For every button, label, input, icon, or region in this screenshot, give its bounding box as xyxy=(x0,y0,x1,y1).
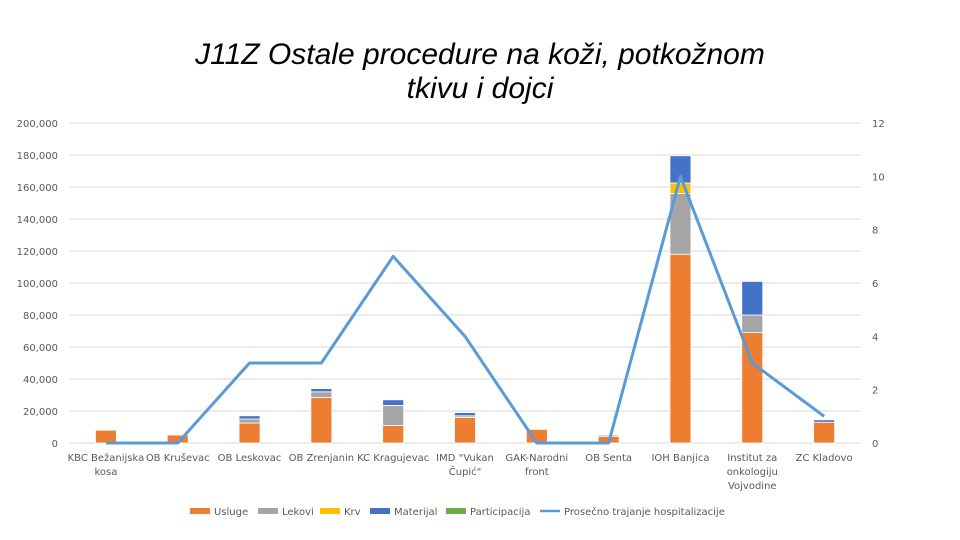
y2-tick-label: 0 xyxy=(872,439,878,450)
bar-segment-usluge xyxy=(813,421,835,444)
chart-title-line-2: tkivu i dojci xyxy=(406,72,554,105)
legend-label: Prosečno trajanje hospitalizacije xyxy=(564,506,725,518)
y-tick-label: 80,000 xyxy=(23,311,58,322)
y-tick-label: 200,000 xyxy=(17,119,58,130)
category-label: GAK-Narodni front xyxy=(505,453,568,478)
y-tick-label: 40,000 xyxy=(23,375,58,386)
y-tick-label: 60,000 xyxy=(23,343,58,354)
legend-label: Usluge xyxy=(214,507,248,518)
category-label: IOH Banjica xyxy=(651,453,709,464)
y2-tick-label: 6 xyxy=(872,279,878,290)
chart-title: J11Z Ostale procedure na koži, potkožnom… xyxy=(130,38,830,106)
category-label: OB Senta xyxy=(585,453,632,464)
category-label: OB Kruševac xyxy=(146,452,210,464)
y-tick-label: 20,000 xyxy=(23,407,58,418)
category-label: ZC Kladovo xyxy=(796,453,853,464)
bar-segment-materijal xyxy=(382,399,405,406)
legend: Usluge Lekovi Krv Materijal Participacija Pro… xyxy=(190,506,725,518)
legend-label: Lekovi xyxy=(282,507,314,518)
category-label: KC Kragujevac xyxy=(357,453,429,464)
bar-segment-lekovi xyxy=(238,418,261,424)
y2-tick-label: 10 xyxy=(872,172,885,183)
bar-segment-materijal xyxy=(454,412,476,417)
y-tick-label: 140,000 xyxy=(17,215,58,226)
legend-label: Participacija xyxy=(470,507,530,518)
y-tick-label: 0 xyxy=(52,439,58,450)
y2-tick-label: 8 xyxy=(872,226,878,237)
bar-segment-materijal xyxy=(813,419,835,423)
bar-segment-lekovi xyxy=(310,391,333,398)
bar-segment-usluge xyxy=(741,332,764,444)
legend-swatch-lekovi xyxy=(258,508,278,514)
legend-label: Krv xyxy=(344,507,361,518)
bar-segment-materijal xyxy=(597,433,620,436)
y2-tick-label: 4 xyxy=(872,332,878,343)
category-label: OB Zrenjanin xyxy=(289,453,355,464)
y-tick-label: 120,000 xyxy=(17,247,58,258)
category-label: OB Leskovac xyxy=(218,453,282,464)
bar-segment-usluge xyxy=(382,424,405,444)
bar-segment-usluge xyxy=(669,253,692,444)
bar-segment-usluge xyxy=(95,429,117,444)
y2-tick-label: 12 xyxy=(872,119,885,130)
category-label: Institut za onkologiju Vojvodine xyxy=(727,453,778,492)
y-tick-label: 160,000 xyxy=(17,183,58,194)
primary-y-axis: 0 20,000 40,000 60,000 80,000 100,000 120,000 1… xyxy=(17,119,58,450)
y-tick-label: 100,000 xyxy=(17,279,58,290)
bar-segment-materijal xyxy=(238,415,261,420)
legend-label: Materijal xyxy=(394,507,437,518)
category-label: KBC Bežanijska kosa xyxy=(68,452,145,478)
legend-swatch-materijal xyxy=(370,508,390,514)
gridlines xyxy=(70,122,860,444)
legend-swatch-participacija xyxy=(446,508,466,514)
line-series xyxy=(105,174,825,445)
bar-segment-materijal xyxy=(741,280,764,316)
secondary-y-axis: 0 2 4 6 8 10 12 xyxy=(872,119,885,450)
bar-segment-usluge xyxy=(454,416,476,444)
legend-swatch-krv xyxy=(320,508,340,514)
bar-segment-lekovi xyxy=(741,314,764,334)
legend-swatch-usluge xyxy=(190,508,210,514)
bar-segment-usluge xyxy=(310,396,333,444)
bar-segment-usluge xyxy=(238,422,261,444)
y2-tick-label: 2 xyxy=(872,386,878,397)
bar-segment-materijal xyxy=(310,388,333,393)
bar-segment-lekovi xyxy=(382,404,405,426)
avg-hospitalization-line xyxy=(105,174,825,445)
y-tick-label: 180,000 xyxy=(17,151,58,162)
bar-segment-materijal xyxy=(669,155,692,184)
stacked-bars xyxy=(95,155,835,444)
category-label: IMD "Vukan Čupić" xyxy=(436,453,494,478)
chart-title-line-1: J11Z Ostale procedure na koži, potkožnom xyxy=(195,38,765,71)
